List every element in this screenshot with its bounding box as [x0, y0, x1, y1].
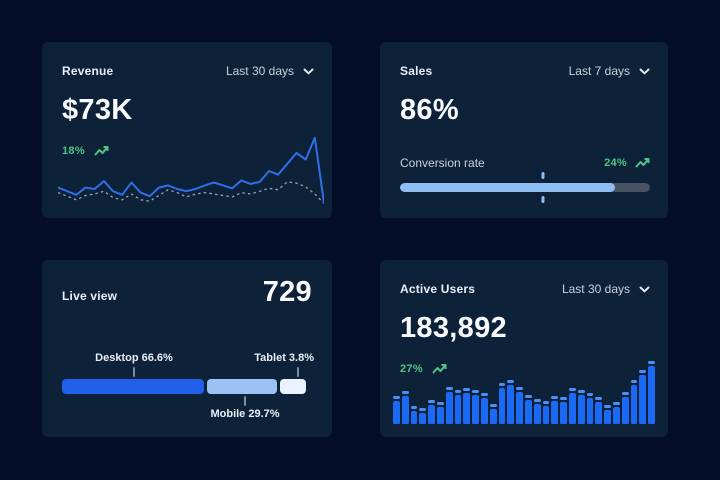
revenue-card: Revenue Last 30 days $73K 18% [42, 42, 332, 218]
user-bar [410, 406, 418, 424]
user-bar [639, 370, 647, 424]
user-bar [586, 393, 594, 424]
user-bar [489, 404, 497, 424]
trend-up-icon [432, 364, 447, 374]
user-bar [498, 383, 506, 424]
chevron-down-icon [639, 68, 650, 74]
user-bar [419, 408, 427, 424]
revenue-delta: 18% [62, 145, 85, 157]
user-bar [595, 397, 603, 424]
user-bar [648, 361, 655, 424]
user-bar [621, 392, 629, 424]
user-bar [480, 393, 488, 424]
progress-marker-top [541, 172, 544, 179]
desktop-share-label: Desktop 66.6% [95, 352, 173, 364]
user-bar [533, 399, 541, 424]
segment-mobile [207, 379, 277, 394]
user-bar [551, 396, 559, 424]
active-users-delta: 27% [400, 363, 423, 375]
segment-desktop [62, 379, 204, 394]
active-users-title: Active Users [400, 282, 476, 296]
revenue-value: $73K [62, 94, 133, 126]
progress-marker-bottom [541, 196, 544, 203]
sales-delta: 24% [604, 157, 627, 169]
conversion-progress [400, 172, 650, 204]
active-users-delta-row: 27% [380, 363, 668, 375]
live-view-title: Live view [62, 288, 118, 303]
revenue-title: Revenue [62, 64, 114, 78]
active-users-range-dropdown[interactable]: Last 30 days [562, 282, 650, 296]
tablet-share-label: Tablet 3.8% [254, 352, 314, 364]
live-view-header: Live view 729 [42, 260, 332, 309]
sales-card-header: Sales Last 7 days [380, 42, 668, 78]
user-bar [445, 387, 453, 424]
mobile-connector-line [244, 396, 246, 406]
user-bar [524, 395, 532, 424]
user-bar [428, 400, 435, 424]
sales-range-label: Last 7 days [568, 64, 630, 78]
active-users-card: Active Users Last 30 days 183,892 27% [380, 260, 668, 437]
sales-range-dropdown[interactable]: Last 7 days [569, 64, 650, 78]
revenue-range-dropdown[interactable]: Last 30 days [226, 64, 314, 78]
sales-card: Sales Last 7 days 86% Conversion rate 24… [380, 42, 668, 218]
device-share-stacked-bar [62, 379, 312, 394]
active-users-value: 183,892 [400, 312, 507, 344]
user-bar [568, 388, 576, 424]
conversion-rate-label: Conversion rate [400, 156, 485, 170]
user-bar [507, 380, 515, 424]
user-bar [516, 387, 523, 424]
user-bar [542, 401, 550, 424]
desktop-connector-line [133, 367, 135, 377]
user-bar [577, 390, 585, 424]
chevron-down-icon [303, 68, 314, 74]
user-bar [436, 402, 444, 424]
trend-up-icon [635, 158, 650, 168]
revenue-delta-row: 18% [42, 145, 332, 157]
user-bar [612, 402, 620, 424]
sales-title: Sales [400, 64, 433, 78]
conversion-rate-row: Conversion rate 24% [400, 156, 650, 170]
user-bar [630, 380, 638, 424]
live-view-card: Live view 729 Desktop 66.6% Tablet 3.8% … [42, 260, 332, 437]
trend-up-icon [94, 146, 109, 156]
user-bar [454, 390, 462, 424]
device-share-chart: Desktop 66.6% Tablet 3.8% Mobile 29.7% [62, 352, 314, 424]
user-bar [401, 391, 409, 424]
mobile-share-label: Mobile 29.7% [210, 408, 280, 420]
revenue-range-label: Last 30 days [225, 64, 294, 78]
user-bar [604, 405, 611, 424]
tablet-connector-line [297, 367, 299, 377]
chevron-down-icon [639, 286, 650, 292]
user-bar [393, 396, 400, 424]
conversion-progress-bar [400, 183, 650, 192]
user-bar [560, 397, 567, 424]
live-view-value: 729 [262, 276, 312, 308]
active-users-bar-chart [393, 358, 655, 424]
user-bar [472, 390, 479, 424]
sales-delta-group: 24% [604, 157, 650, 169]
sales-value: 86% [400, 94, 459, 126]
revenue-card-header: Revenue Last 30 days [42, 42, 332, 78]
segment-tablet [280, 379, 306, 394]
revenue-line-chart [58, 131, 324, 209]
conversion-progress-fill [400, 183, 615, 192]
active-users-header: Active Users Last 30 days [380, 260, 668, 296]
active-users-range-label: Last 30 days [561, 282, 630, 296]
user-bar [463, 388, 471, 424]
